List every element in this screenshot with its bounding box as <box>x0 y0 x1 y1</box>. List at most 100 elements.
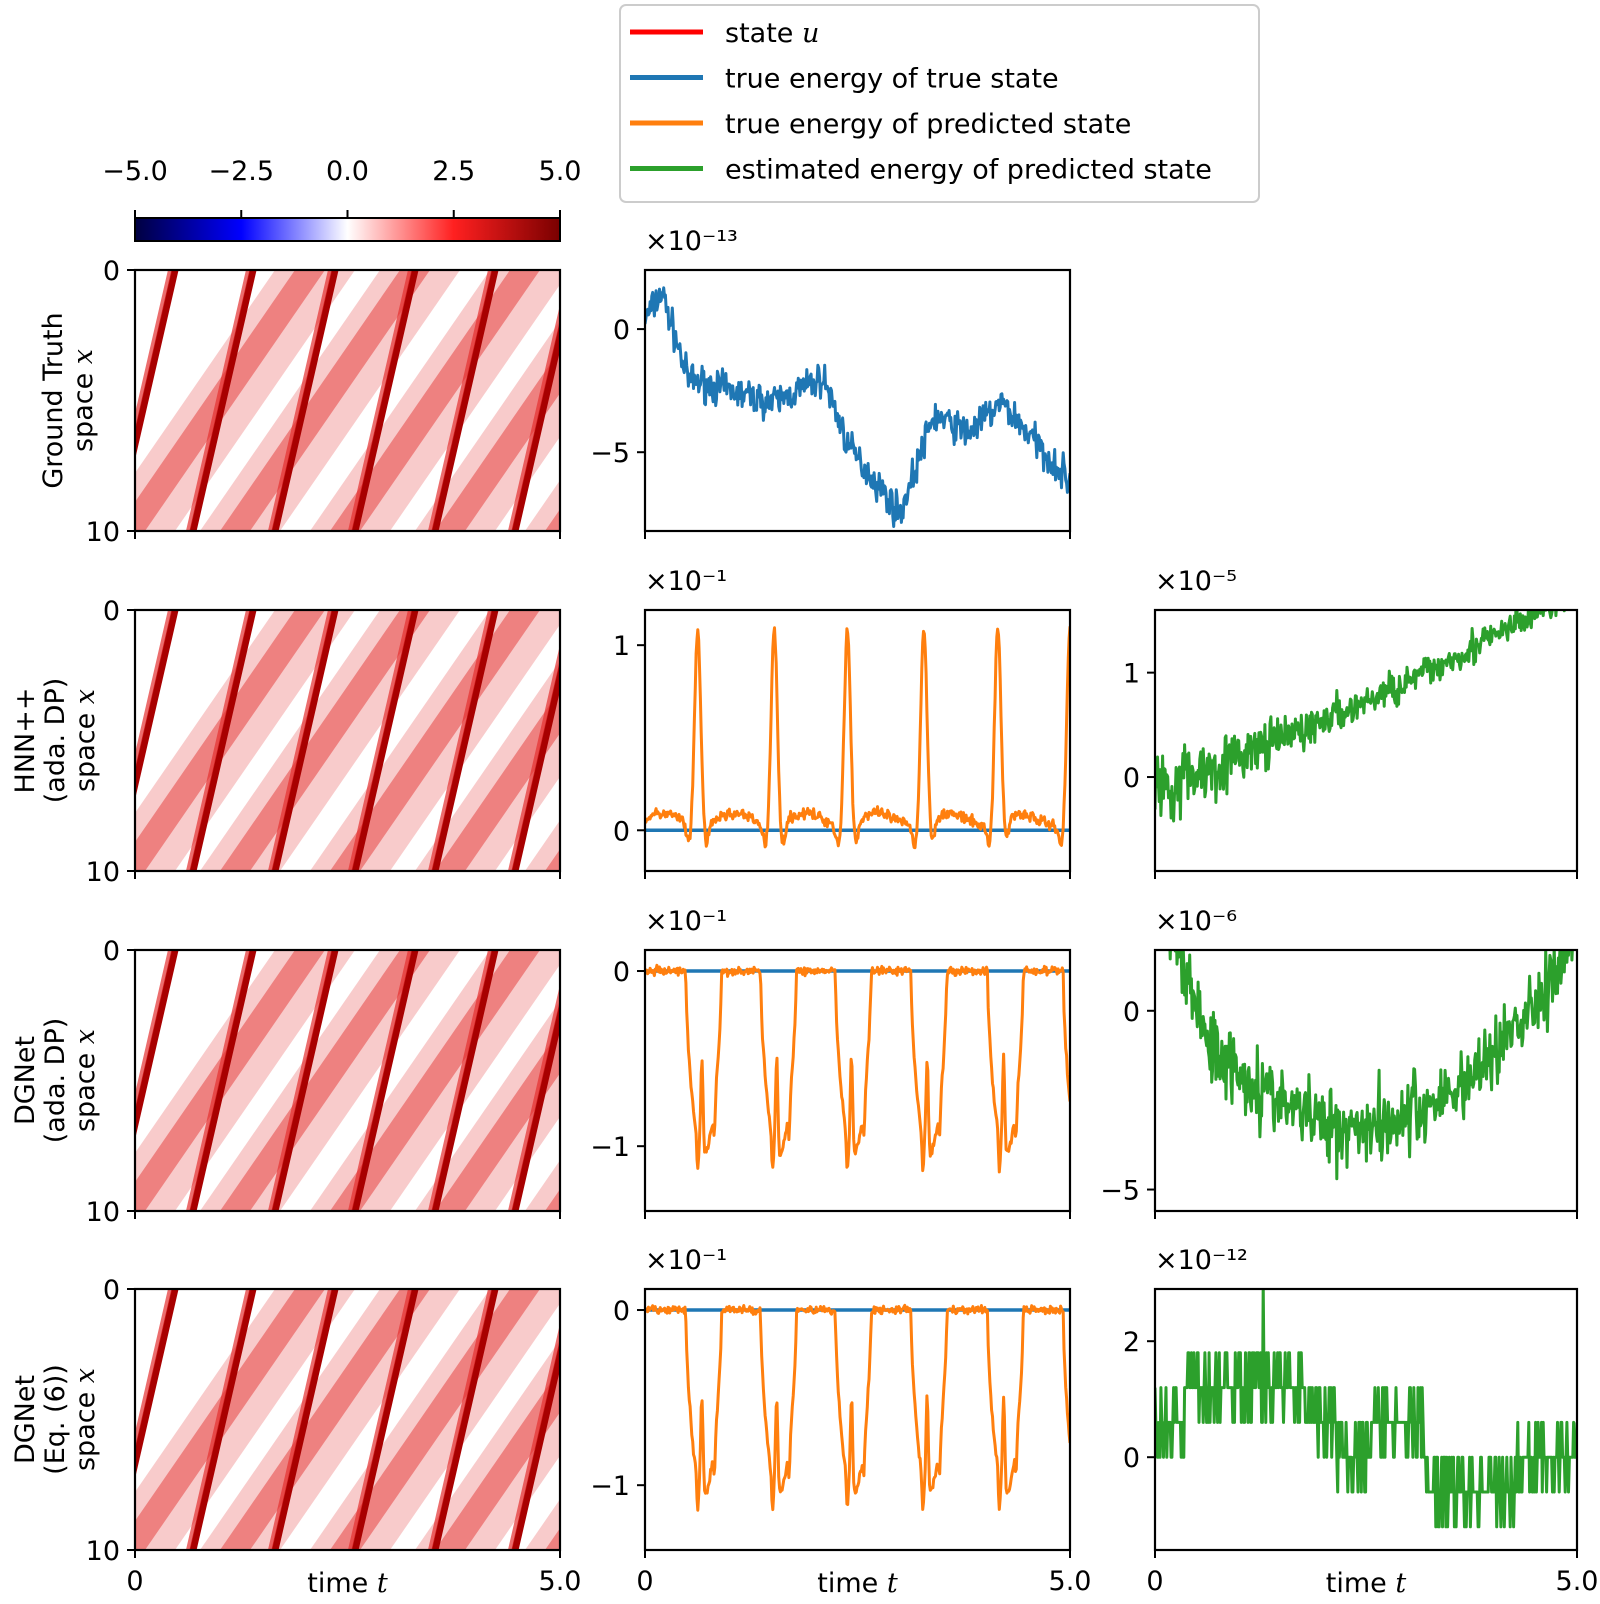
offset-multiplier: ×10⁻¹³ <box>645 226 738 257</box>
colorbar-tick-label: 2.5 <box>432 156 475 187</box>
wave-line <box>511 999 560 1211</box>
wave-line <box>511 659 560 871</box>
offset-multiplier: ×10⁻¹ <box>645 906 727 937</box>
wave-line <box>135 950 179 1140</box>
wave-line <box>271 270 339 531</box>
wave-line-halo <box>508 1323 560 1550</box>
y-tick-label: 0 <box>103 936 120 967</box>
wave-line-halo <box>135 1289 172 1451</box>
colorbar-gradient <box>134 217 561 242</box>
wave-line-halo <box>590 1289 650 1550</box>
wave-band-core <box>435 689 560 871</box>
wave-band-core <box>135 270 325 531</box>
wave-line-halo <box>268 610 332 871</box>
colorbar-tick-label: −5.0 <box>102 156 168 187</box>
wave-line <box>189 270 257 531</box>
heatmap-panel: 0 10 <box>86 936 650 1228</box>
legend-label: estimated energy of predicted state <box>725 155 1212 186</box>
row-name: Ground Truth <box>38 312 69 488</box>
wave-band-core <box>545 1189 560 1211</box>
y-tick-label: 2 <box>1123 1327 1140 1358</box>
x-tick-label: 0 <box>1146 1566 1163 1597</box>
y-axis-label: space x <box>70 1368 101 1471</box>
y-tick-label: 0 <box>1123 1443 1140 1474</box>
wave-line <box>271 950 339 1211</box>
wave-line <box>351 610 419 871</box>
y-tick-label: 0 <box>1123 763 1140 794</box>
colorbar: −5.0 −2.5 0.0 2.5 5.0 <box>102 156 581 242</box>
wave-line <box>351 950 419 1211</box>
heatmap-panel: 0 10 <box>86 596 562 888</box>
x-axis-label: time t <box>307 1568 388 1599</box>
series-line <box>645 286 1070 528</box>
legend-frame <box>619 4 1260 203</box>
y-axis-label: space x <box>70 1029 101 1132</box>
y-tick-label: 0 <box>613 1296 630 1327</box>
wave-band-core <box>135 1289 325 1550</box>
wave-band <box>525 1160 560 1211</box>
wave-line-halo <box>186 610 250 871</box>
row-name: (ada. DP) <box>40 1018 71 1144</box>
line-panel: 0 −1 ×10⁻¹ <box>590 906 1072 1219</box>
wave-line-halo <box>186 950 250 1211</box>
wave-line-halo <box>508 644 560 871</box>
y-axis-label: space x <box>68 349 99 452</box>
plot-frame <box>1153 948 1579 1213</box>
y-tick-label: 10 <box>86 1536 120 1567</box>
series-line <box>645 963 1070 1174</box>
series-line <box>645 1303 1070 1512</box>
wave-line <box>511 1338 560 1550</box>
row-label: DGNet (Eq. (6)) space x <box>10 1364 101 1475</box>
row-label: HNN++ (ada. DP) space x <box>10 678 101 804</box>
wave-line <box>431 270 499 531</box>
plot-frame <box>1153 1287 1579 1552</box>
wave-line-halo <box>348 270 412 531</box>
x-tick-label: 5.0 <box>1556 1566 1599 1597</box>
colorbar-tick-label: −2.5 <box>208 156 274 187</box>
y-axis-label: space x <box>70 689 101 792</box>
y-tick-label: 10 <box>86 1197 120 1228</box>
offset-multiplier: ×10⁻⁵ <box>1155 566 1237 597</box>
series-line <box>645 626 1070 850</box>
wave-line <box>189 610 257 871</box>
wave-band-core <box>330 610 540 871</box>
wave-band <box>525 480 560 531</box>
x-tick-label: 0 <box>636 1566 653 1597</box>
x-axis-label: time t <box>817 1568 898 1599</box>
wave-line <box>351 270 419 531</box>
row-name: DGNet <box>10 1375 41 1464</box>
line-panel: 2 0 ×10⁻¹² <box>1123 1245 1579 1558</box>
y-tick-label: 10 <box>86 857 120 888</box>
wave-line-halo <box>428 270 492 531</box>
y-tick-label: −5 <box>1100 1176 1140 1207</box>
legend-label: true energy of true state <box>725 64 1059 95</box>
wave-line-halo <box>135 610 172 772</box>
wave-line-halo <box>508 984 560 1211</box>
wave-band-core <box>135 610 325 871</box>
offset-multiplier: ×10⁻⁶ <box>1155 906 1237 937</box>
y-tick-label: 1 <box>613 631 630 662</box>
y-tick-label: 1 <box>1123 659 1140 690</box>
offset-multiplier: ×10⁻¹² <box>1155 1245 1248 1276</box>
wave-line <box>351 1289 419 1550</box>
wave-band-core <box>330 270 540 531</box>
heatmap-frame <box>133 1287 562 1552</box>
y-tick-label: 0 <box>103 596 120 627</box>
wave-line-halo <box>590 950 650 1211</box>
y-tick-label: 0 <box>103 256 120 287</box>
wave-band-core <box>545 849 560 871</box>
wave-line-halo <box>348 950 412 1211</box>
y-tick-label: 0 <box>1123 997 1140 1028</box>
wave-band-core <box>220 1289 430 1550</box>
wave-line <box>431 1289 499 1550</box>
row-name: (Eq. (6)) <box>40 1364 71 1475</box>
heatmap-panel: 0 10 <box>86 256 562 548</box>
plot-frame <box>1153 608 1579 873</box>
wave-line <box>135 610 179 800</box>
series-line <box>1155 1289 1577 1529</box>
row-name: DGNet <box>10 1036 41 1125</box>
row-label: DGNet (ada. DP) space x <box>10 1018 101 1144</box>
y-tick-label: 0 <box>613 315 630 346</box>
wave-line-halo <box>428 610 492 871</box>
wave-line <box>135 270 179 460</box>
